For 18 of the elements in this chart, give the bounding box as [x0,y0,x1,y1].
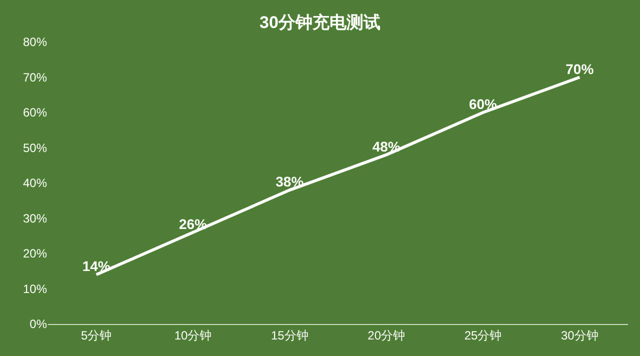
x-tick-label: 10分钟 [174,328,212,342]
x-tick-label: 20分钟 [368,328,406,342]
y-tick-label: 70% [22,70,48,84]
x-tick-label: 15分钟 [270,328,308,342]
y-tick-label: 80% [22,35,48,50]
data-label: 60% [468,96,498,112]
y-tick-label: 40% [22,176,48,190]
x-tick-label: 5分钟 [80,328,112,342]
y-tick-label: 0% [30,317,48,332]
y-tick-label: 10% [22,282,48,296]
y-tick-label: 50% [22,140,48,155]
x-tick-label: 30分钟 [560,328,598,342]
y-tick-label: 60% [22,106,48,120]
data-label: 70% [566,60,594,77]
chart-title: 30分钟充电测试 [260,12,380,32]
y-tick-label: 20% [22,246,48,261]
y-tick-label: 30% [22,211,48,226]
x-tick-label: 25分钟 [464,328,502,342]
